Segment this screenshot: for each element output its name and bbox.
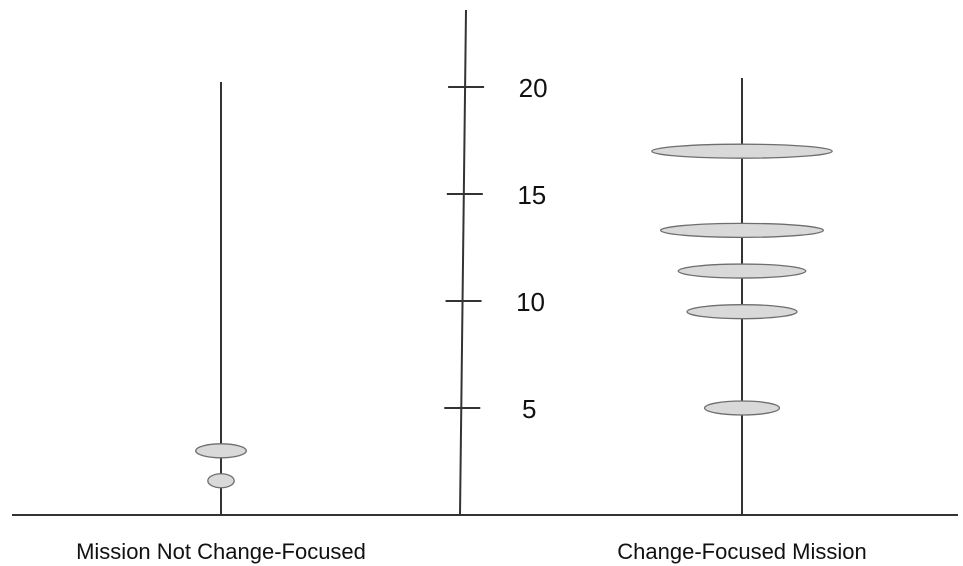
labels-layer: 5 10 15 20 Mission Not Change-Focused Change-… bbox=[76, 73, 867, 564]
data-point-mission-not-change-focused-2 bbox=[207, 473, 235, 489]
data-point-change-focused-mission-1 bbox=[651, 143, 833, 159]
y-tick-label-10: 10 bbox=[516, 287, 545, 317]
data-point-change-focused-mission-5 bbox=[703, 400, 781, 416]
data-point-change-focused-mission-3 bbox=[677, 263, 807, 279]
data-point-mission-not-change-focused-1 bbox=[195, 443, 247, 459]
y-tick-label-15: 15 bbox=[517, 180, 546, 210]
marks-layer bbox=[195, 143, 833, 489]
category-label-mission-not-change-focused: Mission Not Change-Focused bbox=[76, 539, 366, 564]
data-point-change-focused-mission-4 bbox=[686, 304, 798, 320]
axes-layer bbox=[12, 9, 958, 516]
y-tick-label-20: 20 bbox=[519, 73, 548, 103]
y-scale-axis bbox=[459, 9, 467, 516]
category-label-change-focused-mission: Change-Focused Mission bbox=[617, 539, 866, 564]
y-tick-label-5: 5 bbox=[522, 394, 536, 424]
data-point-change-focused-mission-2 bbox=[659, 222, 825, 239]
